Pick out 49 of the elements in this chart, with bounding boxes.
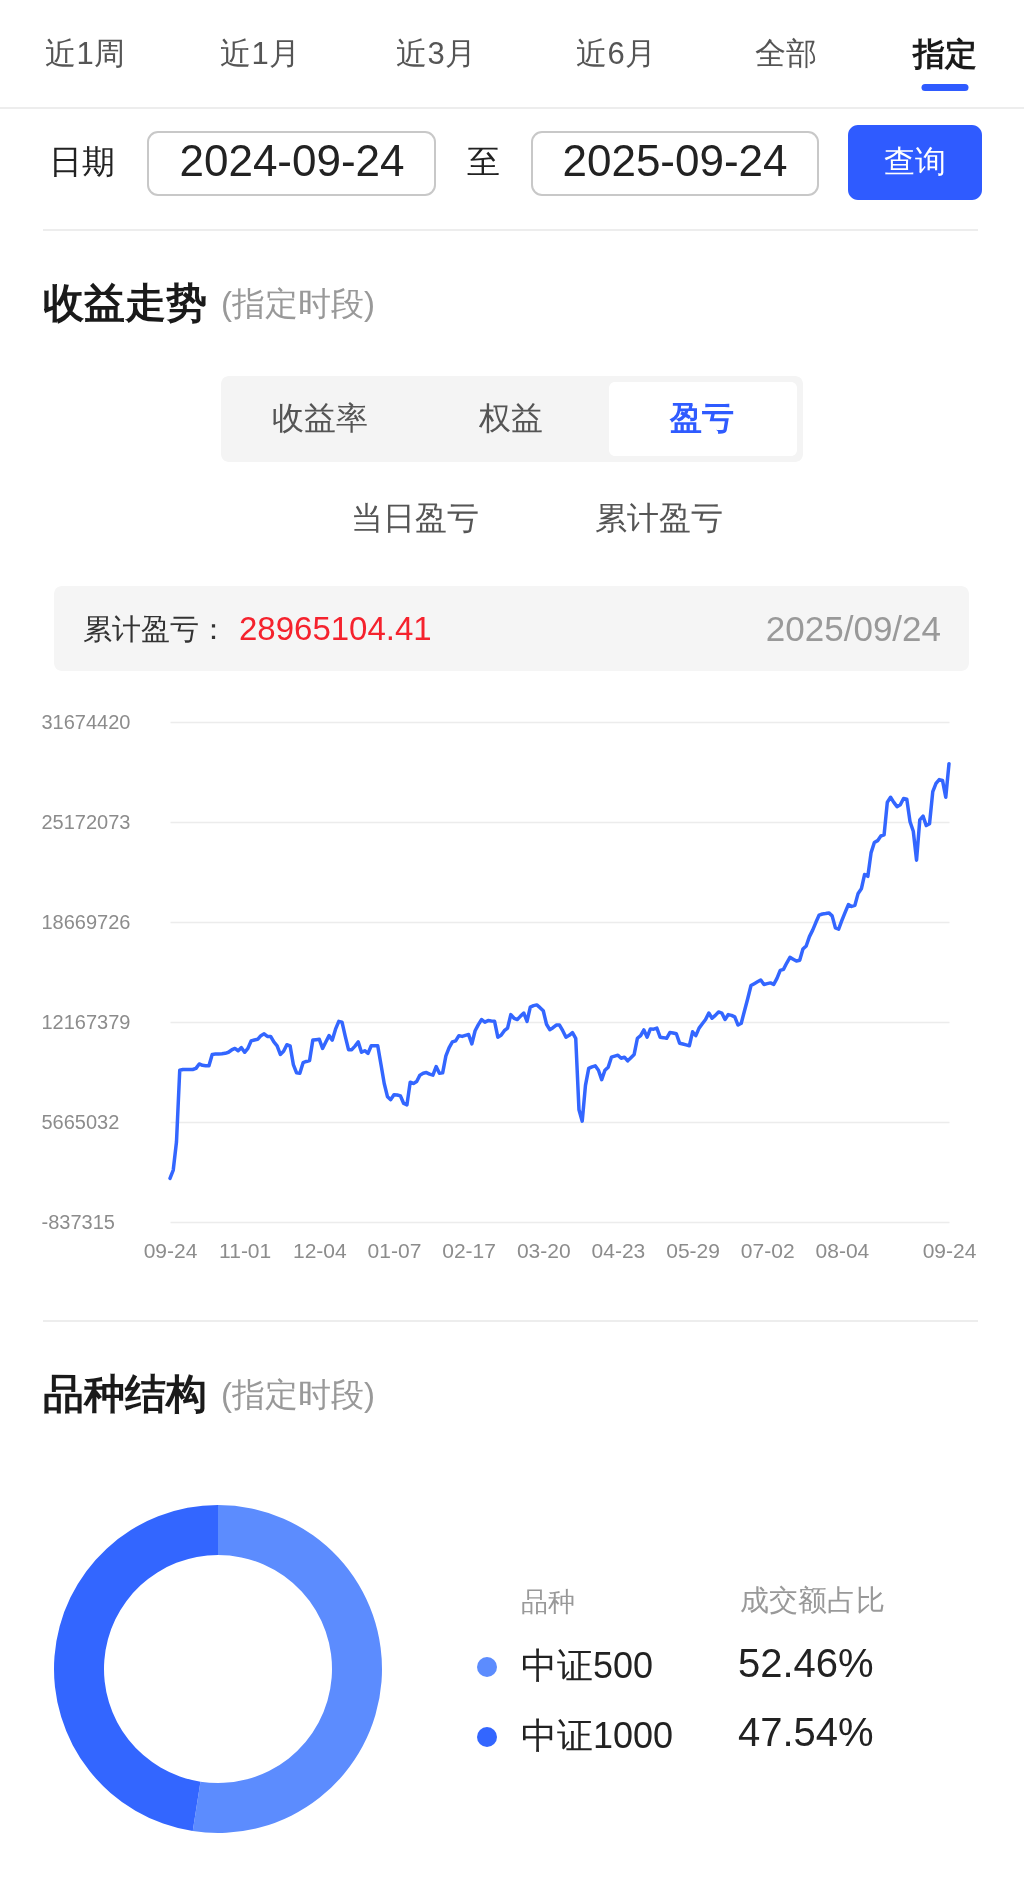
x-tick-label: 01-07 — [367, 1238, 422, 1262]
data-label: 52.46% — [738, 1641, 874, 1685]
text: 日期 — [49, 143, 115, 180]
x-tick-label: 02-17 — [442, 1238, 496, 1262]
text: 指定 — [911, 36, 977, 72]
text: 28965104.41 — [239, 610, 432, 647]
legend-label: 中证500 — [521, 1645, 654, 1686]
chart-title: 收益走势 — [43, 280, 207, 326]
x-tick-label: 07-02 — [740, 1238, 795, 1262]
donut-slice — [192, 1505, 382, 1833]
y-tick-label: -837315 — [41, 1210, 115, 1233]
legend-title: 品种 — [521, 1587, 575, 1617]
x-tick-label: 03-20 — [516, 1238, 571, 1262]
x-tick-label: 09-24 — [143, 1238, 198, 1262]
y-tick-label: 5665032 — [41, 1110, 120, 1133]
text: 2024-09-24 — [179, 136, 405, 185]
chart-title: 品种结构 — [43, 1371, 207, 1417]
text: 全部 — [755, 36, 817, 71]
x-tick-label: 12-04 — [292, 1238, 347, 1262]
text: 累计盈亏 — [595, 500, 723, 536]
data-label: 47.54% — [738, 1710, 874, 1754]
text: 成交额占比 — [740, 1584, 885, 1616]
x-tick-label: 08-04 — [815, 1238, 870, 1262]
text: 近6月 — [576, 36, 656, 71]
y-tick-label: 18669726 — [41, 910, 131, 933]
text: 查询 — [884, 144, 946, 179]
text: 收益率 — [272, 400, 368, 436]
x-tick-label: 05-29 — [666, 1238, 720, 1262]
text: 2025/09/24 — [765, 609, 941, 648]
text: 累计盈亏： — [83, 613, 228, 645]
chart-subtitle: (指定时段) — [221, 1376, 375, 1413]
text: 权益 — [478, 400, 543, 436]
legend-label: 中证1000 — [521, 1715, 674, 1756]
text: 近3月 — [396, 36, 476, 71]
y-tick-label: 31674420 — [41, 710, 131, 733]
x-tick-label: 09-24 — [922, 1238, 977, 1262]
y-tick-label: 25172073 — [41, 810, 131, 833]
line-series — [168, 761, 951, 1181]
text: 近1周 — [45, 36, 125, 71]
text: 2025-09-24 — [562, 136, 788, 185]
text: 当日盈亏 — [351, 500, 479, 536]
x-tick-label: 11-01 — [219, 1238, 272, 1262]
text: 近1月 — [220, 36, 300, 71]
text: 至 — [466, 143, 500, 180]
donut-slice — [54, 1505, 218, 1832]
chart-subtitle: (指定时段) — [221, 285, 375, 322]
y-tick-label: 12167379 — [41, 1010, 131, 1033]
text: 盈亏 — [669, 400, 734, 436]
x-tick-label: 04-23 — [591, 1238, 646, 1262]
